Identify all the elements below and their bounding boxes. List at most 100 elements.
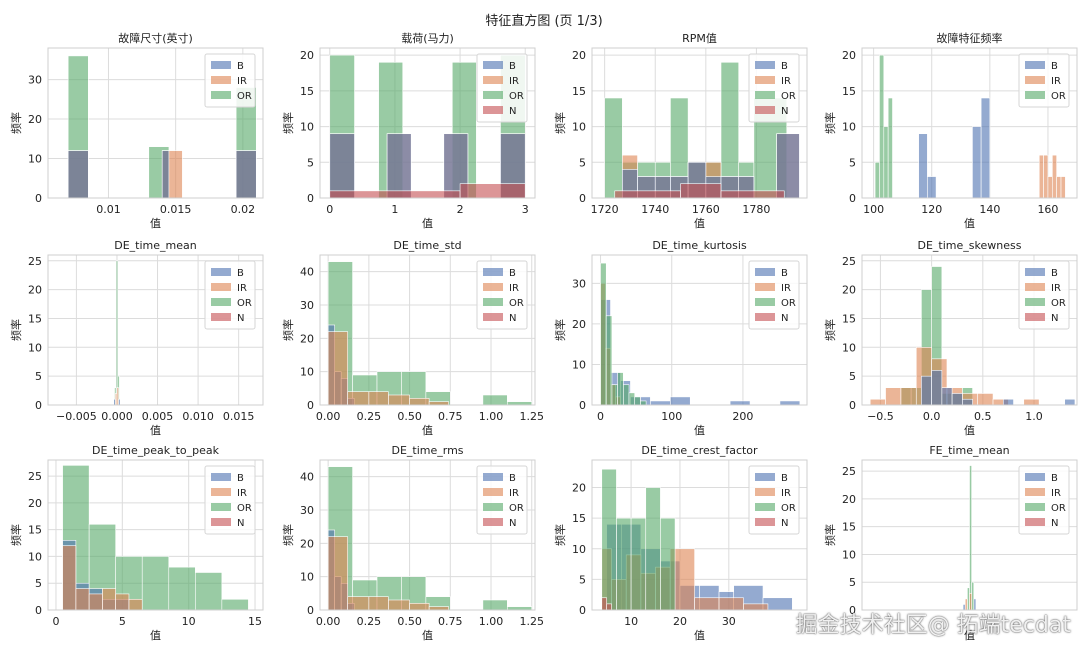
y-tick-label: 15: [572, 85, 586, 98]
y-tick-label: 0: [579, 399, 586, 412]
legend: B IR OR N: [748, 260, 800, 330]
histogram-bar-OR: [141, 556, 170, 611]
histogram-bar-OR: [634, 396, 641, 406]
histogram-bar-B: [67, 150, 89, 199]
legend-label-B: B: [509, 473, 516, 484]
legend-swatch-OR: [483, 91, 503, 99]
legend-label-IR: IR: [509, 76, 519, 87]
legend-swatch-OR: [755, 503, 775, 511]
legend-swatch-B: [755, 473, 775, 481]
histogram-bar-IR: [368, 391, 389, 406]
y-axis-label: 频率: [281, 112, 295, 134]
y-tick-label: 0: [849, 604, 856, 617]
y-axis-label: 频率: [9, 524, 23, 546]
y-tick-label: 40: [300, 266, 314, 279]
legend-swatch-B: [211, 61, 231, 69]
histogram-bar-IR: [327, 536, 348, 611]
y-tick-label: 0: [579, 192, 586, 205]
histogram-bar-OR: [195, 572, 223, 611]
legend-swatch-N: [483, 313, 503, 321]
histogram-bar-IR: [1047, 176, 1053, 199]
y-tick-label: 5: [849, 576, 856, 589]
histogram-bar-IR: [1060, 176, 1066, 199]
x-tick-label: 0.005: [142, 410, 174, 423]
histogram-bar-OR: [628, 392, 636, 406]
subplot: 0 5 10 15 20 10 20 30 DE_time_crest_factor 值 频率 B IR…: [553, 444, 808, 642]
plot-frame: [319, 459, 536, 611]
legend-swatch-IR: [483, 76, 503, 84]
y-tick-label: 25: [28, 470, 42, 483]
plot-frame: [591, 47, 808, 199]
histogram-bar-B: [729, 400, 751, 406]
histogram-bar-OR: [600, 262, 607, 406]
y-axis-label: 频率: [9, 319, 23, 341]
legend-label-IR: IR: [237, 283, 247, 294]
legend-swatch-IR: [483, 283, 503, 291]
legend-swatch-IR: [1025, 488, 1045, 496]
y-tick-label: 30: [300, 299, 314, 312]
legend: B IR OR N: [204, 260, 256, 330]
legend-swatch-OR: [211, 298, 231, 306]
legend-swatch-B: [755, 268, 775, 276]
y-tick-label: 10: [842, 341, 856, 354]
subplot: 0 5 10 15 20 0 1 2 3 载荷(马力) 值 频率 B IR OR N: [281, 32, 536, 230]
legend-swatch-IR: [211, 283, 231, 291]
legend-box: [1018, 465, 1070, 535]
histogram-bar-IR: [128, 598, 143, 611]
y-tick-label: 20: [572, 49, 586, 62]
x-tick-label: 0.015: [223, 410, 255, 423]
plot-frame: [591, 459, 808, 611]
x-tick-label: 0.02: [231, 203, 256, 216]
subplot: 0 5 10 15 20 25 0 5 10 15 DE_time_peak_to_peak 值 频率 B…: [9, 444, 264, 642]
y-tick-label: 20: [300, 49, 314, 62]
legend-label-OR: OR: [781, 91, 796, 102]
histogram-bar-B: [927, 176, 937, 199]
legend-label-IR: IR: [781, 283, 791, 294]
x-axis-label: 值: [694, 217, 705, 230]
legend-box: [204, 465, 256, 535]
y-tick-label: 5: [849, 156, 856, 169]
figure-title: 特征直方图 (页 1/3): [485, 13, 602, 29]
legend: B IR OR: [1018, 53, 1070, 108]
legend-swatch-B: [211, 268, 231, 276]
legend: B IR OR N: [476, 53, 528, 123]
legend: B IR OR N: [748, 465, 800, 535]
y-tick-label: 10: [842, 121, 856, 134]
histogram-bar-OR: [601, 468, 617, 611]
histogram-bar-IR: [1023, 398, 1040, 406]
histogram-bar-IR: [347, 596, 370, 611]
legend-swatch-IR: [1025, 76, 1045, 84]
legend-label-IR: IR: [237, 76, 247, 87]
legend-label-B: B: [781, 473, 788, 484]
legend-label-B: B: [237, 61, 244, 72]
legend-swatch-B: [211, 473, 231, 481]
histogram-bar-OR: [482, 394, 508, 406]
histogram-bar-B: [161, 150, 170, 199]
y-tick-label: 20: [842, 49, 856, 62]
histogram-bar-IR: [388, 394, 410, 406]
y-axis-label: 频率: [553, 524, 567, 546]
legend-swatch-B: [483, 268, 503, 276]
x-tick-label: 140: [979, 203, 1000, 216]
legend-label-OR: OR: [1051, 503, 1066, 514]
histogram-bar-OR: [482, 599, 508, 611]
x-tick-label: 0: [597, 410, 604, 423]
histogram-bar-OR: [883, 126, 889, 199]
legend: B IR OR N: [1018, 465, 1070, 535]
legend-swatch-IR: [755, 283, 775, 291]
x-tick-label: 0.75: [438, 410, 463, 423]
x-axis-label: 值: [422, 217, 433, 230]
legend-swatch-N: [211, 313, 231, 321]
legend-swatch-OR: [1025, 503, 1045, 511]
histogram-bar-OR: [645, 487, 661, 611]
histogram-bar-IR: [1043, 154, 1049, 199]
histogram-bar-OR: [660, 517, 676, 611]
x-axis-label: 值: [964, 629, 975, 642]
x-tick-label: 0.00: [316, 410, 341, 423]
plot-frame: [47, 254, 264, 406]
x-tick-label: 10: [182, 615, 196, 628]
histogram-bar-B: [779, 400, 801, 406]
legend-swatch-B: [755, 61, 775, 69]
y-tick-label: 30: [28, 74, 42, 87]
x-tick-label: 1.0: [1025, 410, 1043, 423]
